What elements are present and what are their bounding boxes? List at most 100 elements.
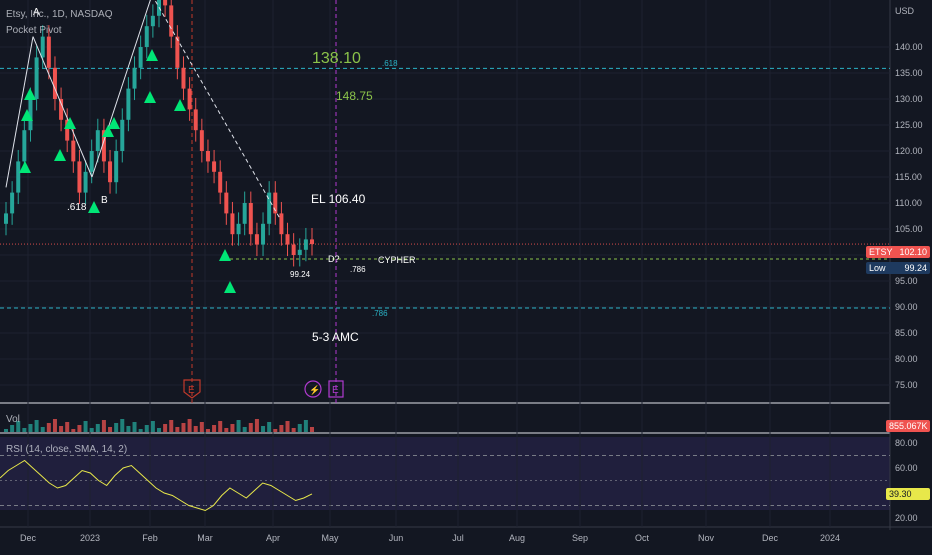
rsi-value-tag: 39.30	[886, 488, 930, 500]
price-tick-label: 140.00	[895, 42, 923, 52]
pocket-pivot-signal	[21, 109, 33, 121]
volume-bar	[16, 421, 21, 432]
indicator-label: Pocket Pivot	[6, 25, 62, 36]
price-tick-label: 75.00	[895, 380, 918, 390]
price-tick-label: 120.00	[895, 146, 923, 156]
volume-bar	[65, 422, 70, 432]
label-cypher: CYPHER	[378, 255, 416, 265]
volume-bar	[22, 428, 27, 432]
volume-bar	[150, 421, 155, 432]
candle-body	[89, 151, 94, 172]
candle-body	[199, 130, 204, 151]
candle-body	[16, 161, 21, 193]
volume-bar	[83, 421, 88, 432]
price-tick-label: 115.00	[895, 172, 922, 182]
candle-body	[83, 171, 88, 193]
volume-bar	[77, 425, 82, 432]
time-axis-label: 2023	[80, 533, 100, 543]
time-axis-label: Oct	[635, 533, 650, 543]
volume-bar	[114, 423, 119, 432]
label-point-a: A	[33, 7, 40, 18]
candle-body	[114, 151, 119, 183]
candle-body	[4, 213, 8, 224]
volume-bar	[212, 425, 217, 432]
volume-bar	[205, 429, 210, 432]
volume-bar	[273, 429, 278, 432]
candle-body	[187, 88, 192, 110]
volume-bar	[132, 422, 137, 432]
current-price-tag: ETSY 102.10	[866, 246, 930, 258]
low-price-tag: Low 99.24	[866, 262, 930, 274]
volume-bar	[71, 429, 76, 432]
candle-body	[59, 99, 64, 120]
volume-bar	[101, 420, 106, 432]
pocket-pivot-signal	[174, 99, 186, 111]
candle-body	[224, 192, 229, 214]
time-axis-label: Jun	[389, 533, 404, 543]
price-tick-label: 85.00	[895, 328, 918, 338]
candle-body	[77, 161, 82, 193]
price-tag: 102.10	[899, 247, 927, 257]
candle-body	[108, 161, 113, 183]
label-d: D?	[328, 254, 340, 264]
volume-bar	[157, 428, 161, 432]
time-axis-label: Dec	[762, 533, 779, 543]
time-axis-label: Aug	[509, 533, 525, 543]
pattern-leg-dashed	[154, 0, 281, 219]
label-fib-618-left: .618	[67, 202, 87, 213]
candle-body	[71, 140, 76, 162]
candle-body	[163, 0, 168, 6]
candle-body	[297, 249, 302, 255]
label-amc: 5-3 AMC	[312, 330, 359, 344]
label-low-value: 99.24	[290, 270, 311, 279]
candle-body	[144, 26, 149, 47]
volume-bar	[224, 428, 229, 432]
candle-body	[46, 36, 51, 68]
rsi-line	[0, 459, 313, 512]
time-axis-label: 2024	[820, 533, 840, 543]
pattern-leg	[5, 36, 34, 188]
candle-body	[22, 130, 27, 162]
time-axis-label: Apr	[266, 533, 280, 543]
time-axis-label: Sep	[572, 533, 588, 543]
rsi-tick-label: 60.00	[895, 463, 918, 473]
earnings-event-marker-2	[328, 380, 344, 398]
pocket-pivot-signal	[146, 49, 158, 61]
volume-bar	[187, 419, 192, 432]
rsi-tick-label: 80.00	[895, 438, 918, 448]
candle-body	[138, 47, 143, 68]
rsi-band	[0, 437, 890, 510]
volume-bar	[279, 425, 284, 432]
candle-body	[28, 99, 33, 131]
time-axis-label: Dec	[20, 533, 37, 543]
volume-bar	[242, 427, 247, 432]
volume-bar	[52, 419, 57, 432]
label-point-b: B	[101, 195, 108, 206]
volume-bar	[28, 424, 33, 432]
time-axis-label: May	[321, 533, 339, 543]
currency-label: USD	[895, 6, 915, 16]
pattern-leg	[32, 36, 93, 178]
price-tick-label: 105.00	[895, 224, 923, 234]
candle-body	[101, 130, 106, 162]
volume-bar	[169, 420, 174, 432]
candle-body	[230, 213, 235, 235]
candle-body	[267, 192, 272, 224]
candle-body	[248, 203, 253, 235]
candle-body	[291, 244, 296, 255]
pocket-pivot-signal	[64, 117, 76, 129]
volume-label: Vol	[6, 414, 20, 425]
symbol-title: Etsy, Inc., 1D, NASDAQ	[6, 9, 113, 20]
price-tick-label: 130.00	[895, 94, 923, 104]
candle-body	[126, 88, 131, 120]
low-tag-label: Low	[869, 263, 886, 273]
candle-body	[236, 223, 241, 235]
volume-bar	[310, 427, 314, 432]
rsi-tick-label: 20.00	[895, 513, 918, 523]
time-axis-label: Mar	[197, 533, 213, 543]
volume-bar	[108, 427, 113, 432]
candle-body	[150, 15, 155, 27]
candle-body	[279, 213, 284, 235]
